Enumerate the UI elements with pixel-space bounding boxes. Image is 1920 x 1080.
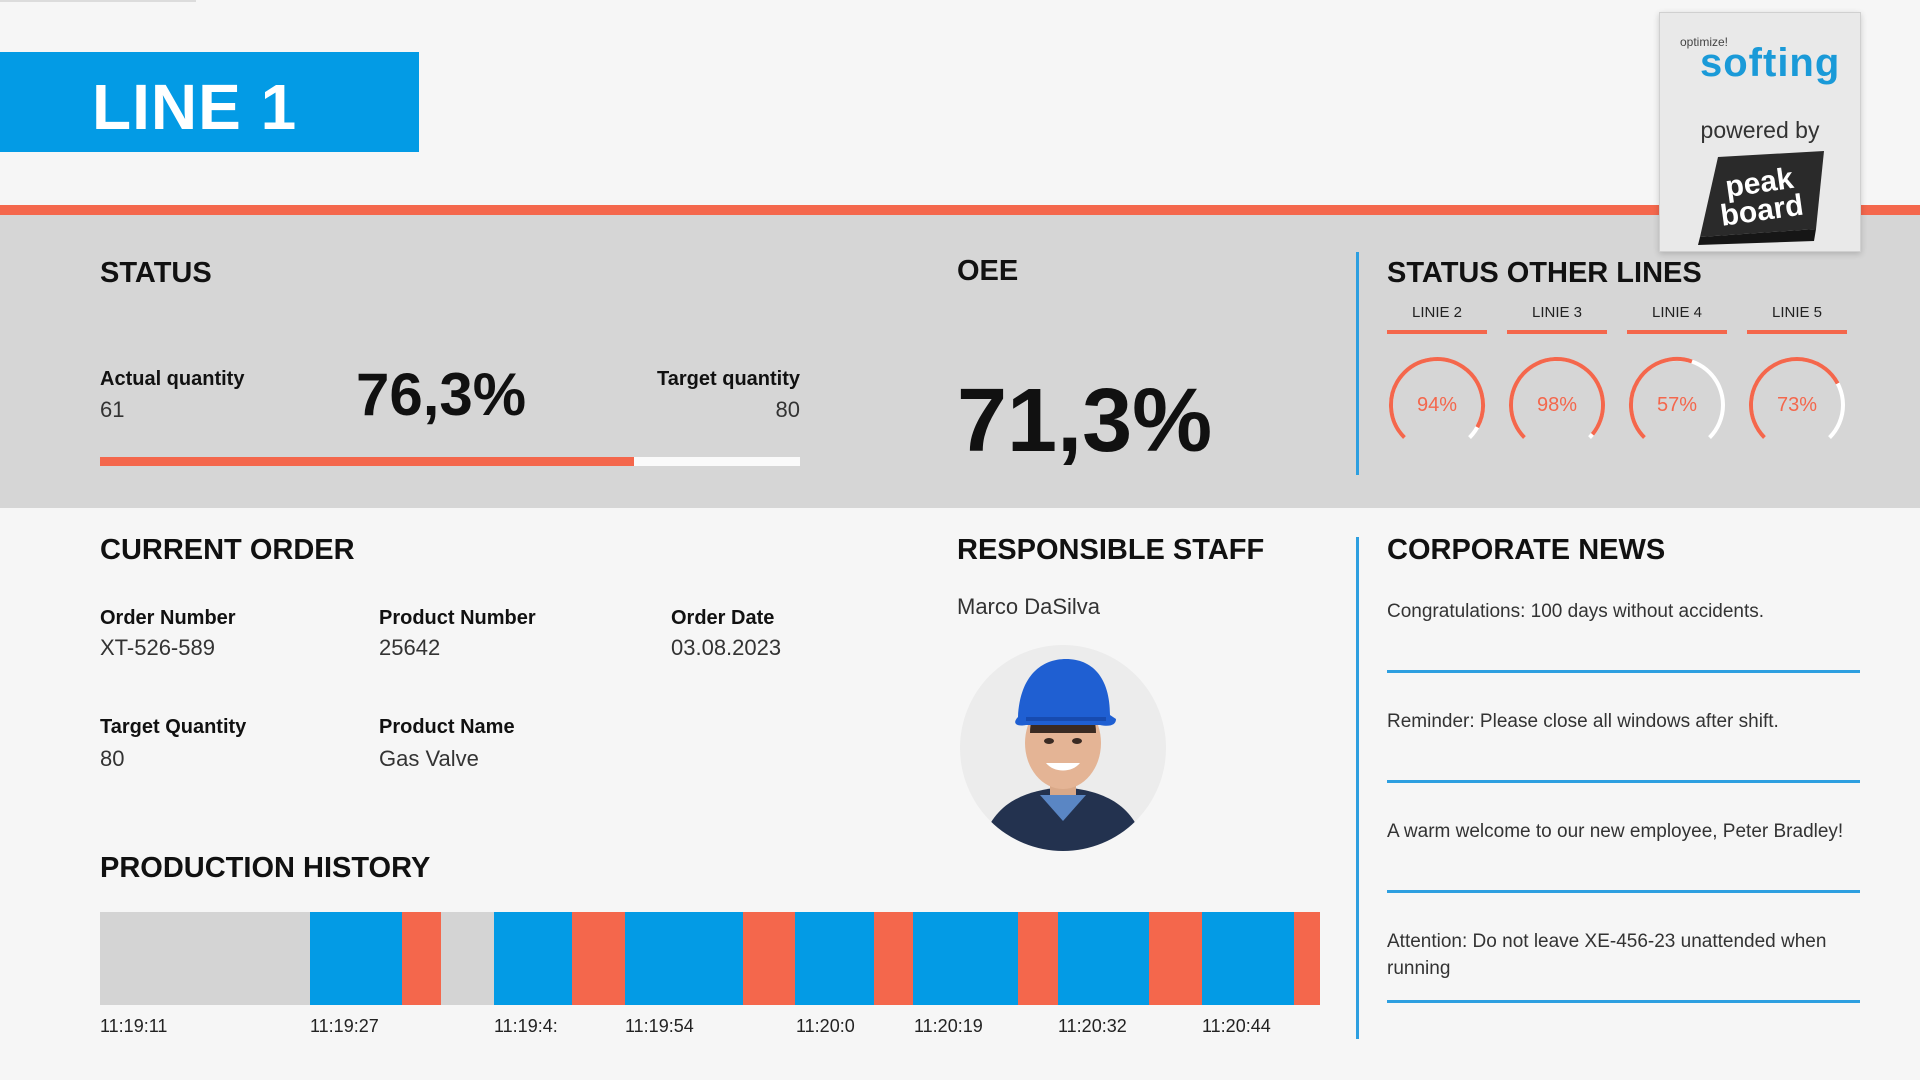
gauge-line-label: LINIE 3 [1531,304,1583,321]
other-lines-heading: STATUS OTHER LINES [1387,257,1702,289]
product-number-label: Product Number [379,607,536,629]
news-item: Congratulations: 100 days without accide… [1387,601,1765,622]
gauge-value-arc [1509,357,1605,439]
logo-tagline: optimize! [1680,35,1729,49]
order-date-value: 03.08.2023 [671,635,782,660]
history-segment-running [795,912,874,1005]
gauge-percent-label: 73% [1777,394,1817,416]
history-tick-label: 11:20:19 [914,1016,983,1036]
worker-portrait-icon [960,645,1166,851]
kpi-divider [1356,252,1359,475]
staff-avatar [960,645,1166,851]
line-status-gauge: 73% [1749,357,1845,439]
news-item: Reminder: Please close all windows after… [1387,711,1779,732]
history-segment-running [1201,912,1294,1005]
gauge-underline [1387,330,1487,334]
history-segment-fault [1149,912,1202,1005]
history-segment-fault [572,912,625,1005]
gauge-underline [1747,330,1847,334]
history-segment-running [1057,912,1150,1005]
header-divider [0,205,1920,215]
history-segment-fault [401,912,442,1005]
target-quantity-order-label: Target Quantity [100,716,247,738]
corporate-news-heading: CORPORATE NEWS [1387,534,1666,566]
gauge-underline [1507,330,1607,334]
news-separator [1387,1000,1860,1003]
gauge-percent-label: 57% [1657,394,1697,416]
history-tick-label: 11:20:44 [1202,1016,1271,1036]
history-segment-running [624,912,743,1005]
actual-quantity-label: Actual quantity [100,368,245,390]
softing-logo: softing [1700,41,1841,85]
news-item: Attention: Do not leave XE-456-23 unatte… [1387,931,1827,979]
current-order-heading: CURRENT ORDER [100,534,355,566]
target-quantity-value: 80 [775,397,800,422]
history-segment-fault [873,912,914,1005]
production-history-heading: PRODUCTION HISTORY [100,852,431,884]
brand-logo-card: optimize! softing powered by peak board [1659,12,1861,252]
gauge-percent-label: 98% [1537,394,1577,416]
history-segment-fault [742,912,796,1005]
status-heading: STATUS [100,257,212,289]
gauge-value-arc [1629,357,1693,439]
product-name-value: Gas Valve [379,746,479,771]
gauge-line-label: LINIE 5 [1771,304,1823,321]
gauge-line-label: LINIE 2 [1411,304,1463,321]
history-segment-running [493,912,573,1005]
status-progress-bar [100,457,800,466]
history-segment-fault [1293,912,1320,1005]
gauge-value-arc [1389,357,1485,439]
actual-quantity-value: 61 [100,397,125,422]
status-progress-fill [100,457,635,466]
product-name-label: Product Name [379,716,515,738]
gauge-value-arc [1749,357,1840,439]
history-segment-running [309,912,402,1005]
news-separator [1387,780,1860,783]
gauge-underline [1627,330,1727,334]
line-status-gauge: 57% [1629,357,1725,439]
gauge-percent-label: 94% [1417,394,1457,416]
line-title-banner [0,52,419,152]
top-edge-line [0,0,196,2]
line-status-gauge: 94% [1389,357,1485,439]
order-date-label: Order Date [671,607,775,629]
product-number-value: 25642 [379,635,441,660]
line-status-gauge: 98% [1509,357,1605,439]
history-tick-label: 11:19:4: [494,1016,558,1036]
history-tick-label: 11:20:32 [1058,1016,1127,1036]
oee-heading: OEE [957,255,1019,287]
history-tick-label: 11:19:54 [625,1016,694,1036]
history-segment-idle [441,912,494,1005]
peakboard-logo-icon: peak board [1698,151,1824,245]
target-quantity-order-value: 80 [100,746,125,771]
responsible-staff-heading: RESPONSIBLE STAFF [957,534,1265,566]
news-separator [1387,670,1860,673]
order-number-value: XT-526-589 [100,635,215,660]
history-segment-idle [100,912,310,1005]
oee-value: 71,3% [957,371,1213,471]
news-separator [1387,890,1860,893]
page-title: LINE 1 [92,71,298,143]
news-divider [1356,537,1359,1039]
gauge-line-label: LINIE 4 [1651,304,1703,321]
history-tick-label: 11:19:27 [310,1016,379,1036]
news-item: A warm welcome to our new employee, Pete… [1387,821,1844,842]
history-segment-fault [1018,912,1058,1005]
powered-by-label: powered by [1700,117,1820,143]
history-tick-label: 11:20:0 [796,1016,855,1036]
history-segment-running [913,912,1019,1005]
status-percent: 76,3% [356,361,527,428]
order-number-label: Order Number [100,607,236,629]
production-history-timeline [100,912,1320,1005]
staff-name: Marco DaSilva [957,594,1101,619]
target-quantity-label: Target quantity [657,368,800,390]
history-tick-label: 11:19:11 [100,1016,168,1036]
